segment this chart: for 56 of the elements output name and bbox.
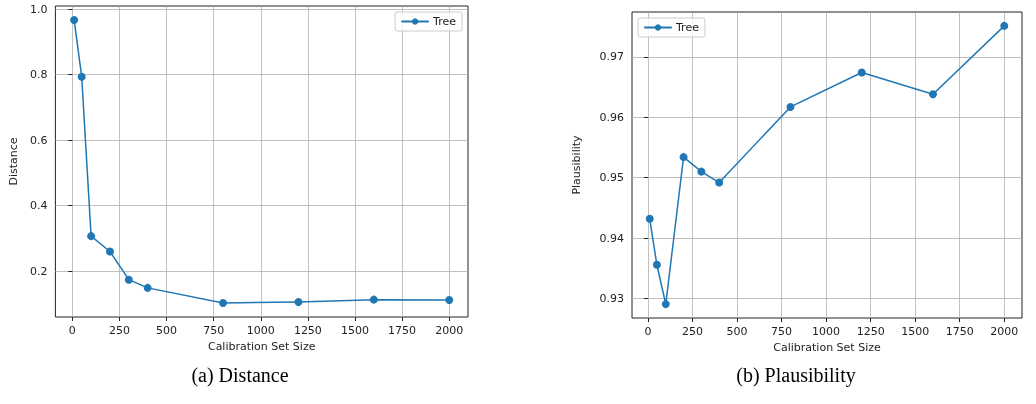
x-axis-title: Calibration Set Size	[773, 341, 881, 354]
y-tick-label: 0.96	[599, 110, 624, 124]
y-tick-label: 0.95	[599, 171, 624, 185]
point	[77, 72, 86, 81]
point	[369, 295, 378, 304]
point	[697, 167, 706, 176]
x-tick-label: 0	[68, 324, 76, 337]
x-tick-label: 1000	[812, 325, 841, 338]
y-tick-label: 0.8	[29, 68, 48, 82]
x-tick-label: 1500	[901, 325, 930, 338]
y-tick-label: 1.0	[29, 2, 48, 16]
x-tick-label: 250	[681, 325, 703, 338]
point	[661, 300, 670, 309]
x-tick-label: 1250	[856, 325, 885, 338]
point	[87, 232, 96, 241]
y-tick-label: 0.2	[29, 264, 48, 278]
x-tick-label: 750	[203, 324, 225, 337]
point	[445, 295, 454, 304]
y-tick-label: 0.97	[599, 50, 624, 64]
x-tick-label: 500	[156, 324, 178, 337]
point	[652, 260, 661, 269]
x-tick-label: 0	[644, 325, 652, 338]
x-tick-label: 500	[726, 325, 748, 338]
x-tick-label: 1750	[945, 325, 974, 338]
y-axis-title: Distance	[7, 137, 20, 186]
x-tick-label: 2000	[435, 324, 464, 337]
x-tick-label: 250	[108, 324, 130, 337]
point	[294, 297, 303, 306]
point	[929, 90, 938, 99]
point	[715, 178, 724, 187]
x-tick-label: 1000	[246, 324, 275, 337]
x-axis-title: Calibration Set Size	[207, 340, 316, 353]
point	[857, 68, 866, 77]
text: (b) Plausibility	[736, 364, 856, 387]
point	[219, 298, 228, 307]
point	[70, 16, 79, 25]
x-tick-label: 2000	[990, 325, 1019, 338]
legend-label: Tree	[675, 21, 700, 34]
point	[645, 214, 654, 223]
x-tick-label: 1750	[388, 324, 417, 337]
x-tick-label: 750	[771, 325, 793, 338]
x-tick-label: 1500	[341, 324, 369, 337]
point	[143, 283, 152, 292]
text: (a) Distance	[191, 364, 289, 387]
point	[1000, 21, 1009, 30]
point	[124, 275, 133, 284]
y-tick-label: 0.6	[29, 133, 48, 147]
y-tick-label: 0.94	[599, 231, 624, 245]
legend-label: Tree	[432, 15, 457, 28]
y-tick-label: 0.93	[599, 292, 624, 306]
y-axis-title: Plausibility	[570, 134, 583, 195]
point	[786, 102, 795, 111]
point	[679, 153, 688, 162]
x-tick-label: 1250	[293, 324, 322, 337]
point	[105, 247, 114, 256]
y-tick-label: 0.4	[29, 199, 48, 213]
